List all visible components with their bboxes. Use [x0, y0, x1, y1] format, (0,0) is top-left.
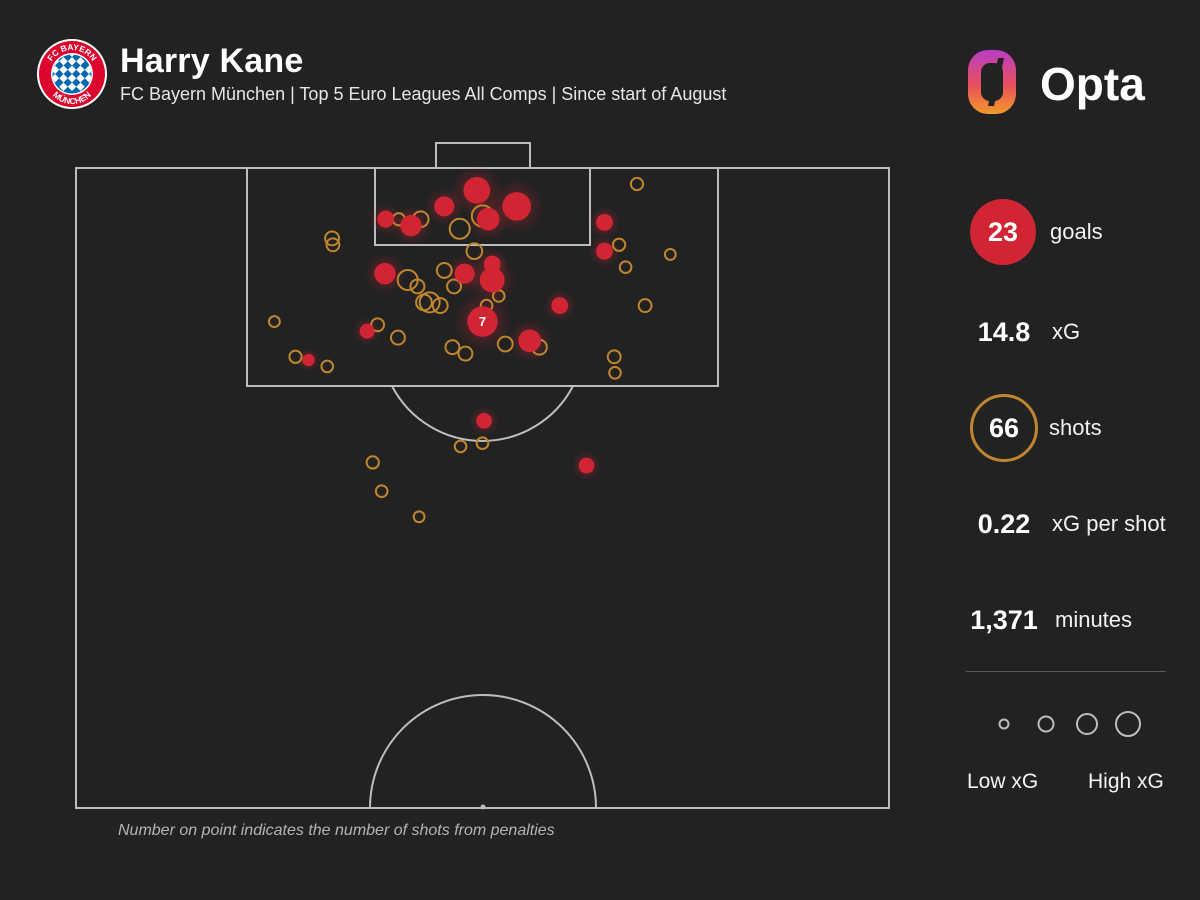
goal-point-17: [302, 353, 315, 367]
shot-point-34: [475, 436, 490, 451]
stat-goals: 23 goals: [960, 196, 1180, 268]
minutes-label: minutes: [1055, 607, 1133, 632]
shot-map-svg: 7: [75, 142, 890, 810]
goal-point-1: [463, 177, 491, 204]
goal-point-11: [483, 255, 501, 273]
goal-point-14: [467, 306, 498, 337]
shot-point-36: [374, 484, 389, 499]
legend-circle-l: [1115, 711, 1141, 737]
center-spot: [480, 804, 486, 810]
xg-per-shot-label: xG per shot: [1052, 511, 1166, 536]
stats-divider: [966, 671, 1166, 672]
shot-point-30: [320, 359, 335, 374]
fc-bayern-crest-icon: FC BAYERN MÜNCHEN: [37, 39, 107, 109]
shot-point-15: [446, 278, 463, 295]
stat-xg: 14.8 xG: [960, 296, 1180, 368]
page-title: Harry Kane: [120, 42, 304, 80]
goal-point-19: [578, 457, 595, 474]
goals-label: goals: [1050, 219, 1103, 244]
shot-point-37: [412, 510, 426, 524]
minutes-value: 1,371: [970, 604, 1038, 635]
shot-point-26: [457, 345, 474, 362]
shots-label: shots: [1049, 415, 1102, 440]
shot-map: 7: [70, 138, 900, 818]
stat-xg-per-shot: 0.22 xG per shot: [960, 488, 1180, 560]
xg-label: xG: [1052, 319, 1081, 344]
shot-point-9: [611, 237, 627, 252]
xg-size-legend: Low xG High xG: [960, 700, 1180, 810]
shot-point-7: [325, 237, 341, 253]
goal-point-18: [476, 412, 492, 429]
goal-point-10: [454, 263, 475, 284]
shot-point-23: [370, 317, 386, 333]
legend-low-label: Low xG: [967, 770, 1039, 793]
opta-wordmark: Opta: [1040, 58, 1145, 110]
shot-point-33: [453, 439, 468, 454]
shot-point-22: [267, 315, 281, 329]
xg-per-shot-value: 0.22: [977, 508, 1031, 539]
shot-point-31: [606, 349, 622, 365]
shot-point-19: [431, 297, 449, 315]
goal-point-12: [479, 267, 505, 293]
legend-circle-xs: [998, 718, 1010, 730]
page-subtitle: FC Bayern München | Top 5 Euro Leagues A…: [120, 84, 727, 104]
shot-point-1: [629, 176, 645, 192]
shot-point-21: [637, 298, 653, 314]
legend-circle-s: [1037, 715, 1055, 733]
shot-point-25: [444, 339, 461, 356]
penalty-count-label: 7: [479, 314, 486, 329]
header: FC BAYERN MÜNCHEN Harry Kane FC Bayern M…: [36, 38, 796, 110]
shot-point-32: [608, 366, 622, 380]
shot-point-14: [409, 278, 426, 295]
opta-logo-icon: Opta: [968, 50, 1145, 114]
legend-high-label: High xG: [1088, 770, 1164, 793]
shot-point-29: [288, 349, 303, 364]
shot-point-18: [415, 293, 433, 312]
shot-point-17: [418, 291, 441, 314]
stat-shots: 66 shots: [960, 392, 1180, 464]
goal-point-2: [502, 192, 531, 221]
svg-text:MÜNCHEN: MÜNCHEN: [51, 89, 93, 106]
goal-point-5: [400, 214, 422, 237]
shot-point-27: [496, 335, 514, 353]
shot-point-11: [618, 260, 633, 274]
xg-size-legend-circles: [998, 711, 1141, 737]
shot-point-35: [365, 455, 380, 470]
shots-value: 66: [970, 394, 1038, 462]
shot-point-8: [465, 242, 484, 261]
shot-point-13: [435, 261, 453, 279]
footnote: Number on point indicates the number of …: [118, 822, 555, 839]
goal-point-7: [596, 213, 613, 231]
legend-circle-m: [1076, 713, 1098, 735]
goals-value: 23: [970, 199, 1036, 265]
xg-value: 14.8: [977, 316, 1031, 347]
goal-point-8: [596, 242, 613, 260]
goal-point-9: [374, 262, 396, 285]
goal-point-3: [434, 196, 455, 217]
shot-point-4: [448, 217, 471, 240]
goal-point-16: [359, 323, 375, 339]
shot-point-10: [663, 247, 677, 261]
goal-point-4: [377, 210, 395, 228]
pitch-lines: [75, 142, 890, 809]
goal-point-6: [476, 207, 500, 231]
shot-point-6: [324, 230, 341, 247]
stat-minutes: 1,371 minutes: [960, 584, 1180, 656]
shot-point-24: [389, 329, 406, 346]
goal-point-15: [518, 329, 541, 353]
goal-point-13: [551, 297, 569, 315]
